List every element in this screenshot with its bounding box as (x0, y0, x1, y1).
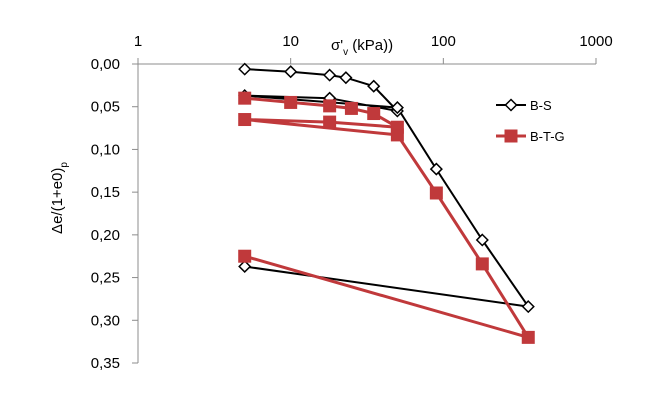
x-axis-title-subscript: v (343, 47, 348, 58)
data-point-b-t-g (475, 257, 489, 271)
data-point-b-s (390, 101, 404, 115)
data-point-b-s (238, 62, 252, 76)
data-point-b-s (238, 259, 252, 274)
data-point-b-t-g (284, 95, 298, 109)
y-tick-group: 0,00 0,05 0,10 0,15 0,20 0,25 0,30 0,35 (91, 56, 138, 372)
x-tick-label: 1000 (579, 33, 612, 50)
data-point-b-s (367, 79, 381, 93)
data-point-b-t-g (429, 186, 443, 200)
data-point-b-s (475, 233, 489, 247)
legend: B-S B-T-G (496, 98, 565, 144)
y-axis-title-subscript: p (59, 162, 70, 168)
data-point-b-t-g (238, 249, 252, 263)
legend-label-b-s: B-S (530, 98, 552, 113)
legend-label-b-t-g: B-T-G (530, 129, 565, 144)
series-layer (238, 62, 535, 344)
y-axis-title: Δe/(1+e0)p (49, 162, 70, 234)
x-axis-title-unit: (kPa)) (348, 37, 393, 54)
y-tick-label: 0,35 (91, 355, 120, 372)
legend-item-b-t-g: B-T-G (496, 129, 565, 144)
data-point-b-t-g (238, 113, 252, 127)
data-point-b-s (339, 71, 353, 85)
legend-marker-b-s (504, 98, 518, 112)
legend-marker-b-t-g (504, 129, 518, 143)
data-point-b-t-g (238, 91, 252, 105)
data-point-b-t-g (323, 115, 337, 129)
series-b-t-g (238, 91, 535, 344)
x-tick-group: 1 10 100 1000 (134, 33, 613, 64)
data-point-b-t-g (344, 101, 358, 115)
data-point-b-t-g (323, 99, 337, 113)
data-point-b-s (323, 68, 337, 82)
x-axis-title-sigma: σ' (331, 37, 343, 54)
y-tick-label: 0,05 (91, 99, 120, 116)
axes-layer: 1 10 100 1000 0,000,050,100,150,200,250,300… (91, 33, 613, 372)
data-point-b-s (284, 65, 298, 79)
legend-item-b-s: B-S (496, 98, 552, 113)
x-tick-label: 100 (431, 33, 456, 50)
x-tick-label: 10 (282, 33, 299, 50)
y-tick-label: 0,00 (91, 56, 120, 73)
y-tick-label: 0,30 (91, 312, 120, 329)
data-point-b-s (521, 300, 535, 314)
x-axis-title: σ'v (kPa)) (331, 37, 393, 58)
data-point-b-t-g (390, 128, 404, 142)
y-tick-label: 0,20 (91, 227, 120, 244)
x-tick-label: 1 (134, 33, 142, 50)
y-tick-label: 0,10 (91, 141, 120, 158)
y-axis-title-main: Δe/(1+e0) (49, 168, 66, 234)
y-tick-label: 0,15 (91, 184, 120, 201)
data-point-b-s (429, 162, 443, 176)
data-point-b-t-g (367, 107, 381, 121)
y-tick-label: 0,25 (91, 270, 120, 287)
data-point-b-t-g (521, 330, 535, 344)
